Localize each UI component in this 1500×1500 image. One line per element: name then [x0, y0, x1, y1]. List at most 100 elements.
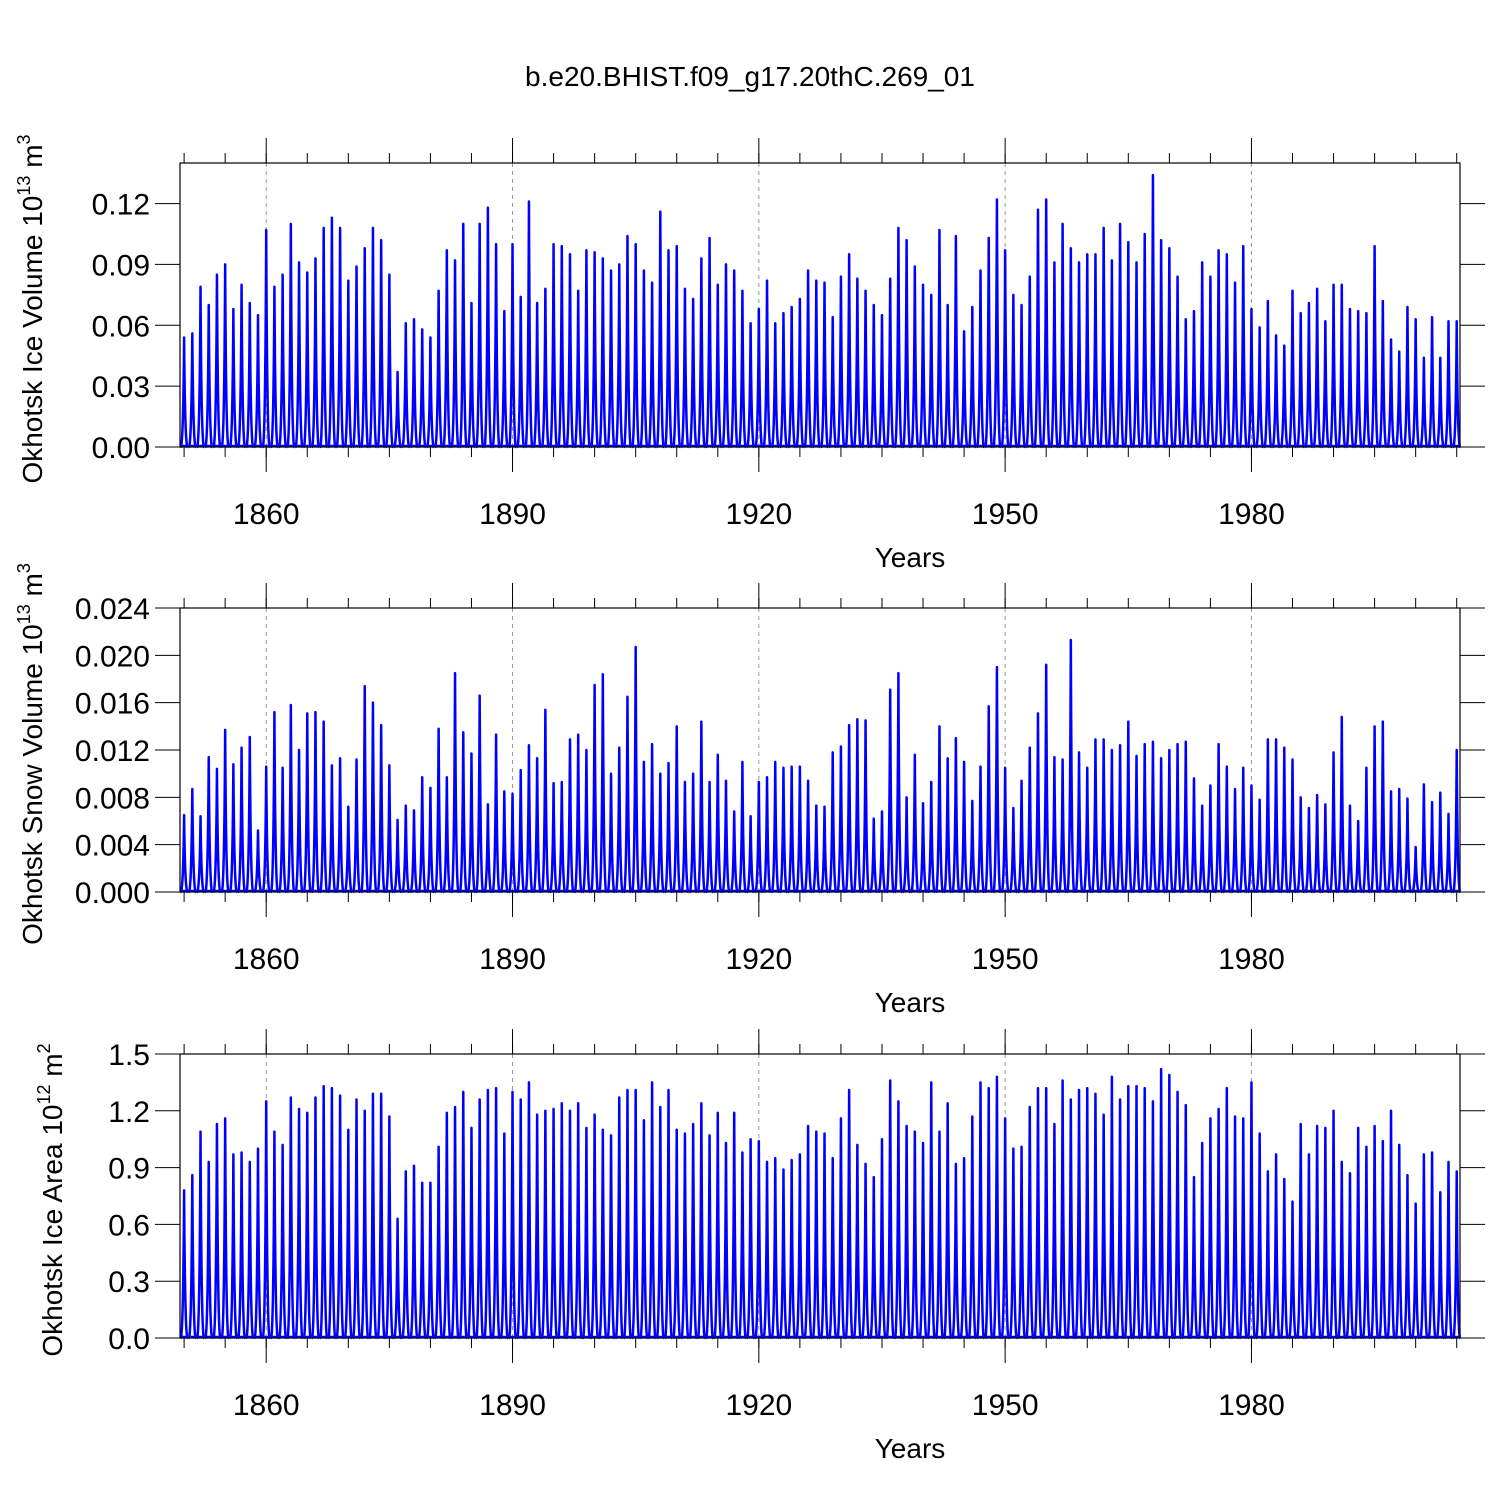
seasonal-peak — [343, 805, 354, 894]
seasonal-peak — [1443, 319, 1454, 449]
seasonal-peak — [1369, 244, 1380, 449]
y-tick-label: 0.000 — [75, 877, 150, 910]
seasonal-peak — [786, 765, 797, 894]
y-tick-label: 0.3 — [108, 1266, 150, 1299]
seasonal-peak — [704, 236, 715, 449]
seasonal-peak — [1410, 1202, 1421, 1340]
seasonal-peak — [1263, 299, 1273, 449]
seasonal-peak — [778, 1168, 789, 1340]
seasonal-peak — [499, 309, 510, 449]
seasonal-peak — [1419, 356, 1429, 449]
seasonal-peak — [901, 1124, 912, 1340]
seasonal-peak — [417, 775, 427, 894]
seasonal-peak — [1074, 1088, 1084, 1340]
seasonal-peak — [277, 766, 288, 894]
seasonal-peak — [1205, 784, 1216, 894]
seasonal-peak — [1345, 307, 1355, 449]
seasonal-peak — [1443, 1160, 1454, 1340]
y-axis-label-text: Okhotsk Ice Volume 10 — [17, 196, 48, 484]
seasonal-peak — [195, 285, 206, 449]
seasonal-peak — [1082, 253, 1092, 449]
seasonal-peak — [630, 1088, 641, 1340]
seasonal-peak — [409, 1164, 419, 1340]
seasonal-peak — [918, 283, 928, 449]
seasonal-peak — [458, 222, 468, 449]
seasonal-peak — [828, 315, 838, 449]
seasonal-peak — [1033, 712, 1043, 894]
seasonal-peak — [187, 1173, 198, 1340]
seasonal-peak — [877, 810, 887, 894]
seasonal-peak — [688, 1122, 698, 1340]
seasonal-peak — [1345, 804, 1355, 894]
seasonal-peak — [910, 1130, 920, 1340]
seasonal-peak — [1041, 198, 1051, 449]
seasonal-peak — [409, 317, 419, 449]
seasonal-peak — [294, 1107, 304, 1340]
seasonal-peak — [1304, 806, 1314, 894]
seasonal-peak — [1107, 1075, 1117, 1340]
seasonal-peak — [1066, 1098, 1076, 1340]
x-axis-label: Years — [875, 1433, 946, 1464]
seasonal-peak — [975, 1081, 986, 1340]
seasonal-peak — [1172, 275, 1183, 449]
seasonal-peak — [1337, 283, 1347, 449]
seasonal-peak — [548, 781, 559, 894]
seasonal-peak — [433, 1145, 444, 1340]
seasonal-peak — [1279, 746, 1289, 894]
y-tick-label: 0.06 — [92, 310, 150, 343]
seasonal-peak — [360, 246, 370, 449]
seasonal-peak — [483, 206, 493, 449]
seasonal-peak — [195, 815, 206, 894]
seasonal-peak — [335, 1094, 345, 1340]
seasonal-peak — [893, 226, 904, 449]
seasonal-peak — [696, 257, 707, 449]
seasonal-peak — [663, 248, 674, 449]
seasonal-peak — [318, 1084, 329, 1340]
seasonal-peak — [852, 717, 863, 894]
seasonal-peak — [1066, 638, 1076, 894]
seasonal-peak — [910, 753, 920, 894]
seasonal-peak — [1082, 1086, 1092, 1340]
seasonal-peak — [1238, 244, 1248, 449]
seasonal-peak — [1312, 793, 1322, 894]
seasonal-peak — [786, 305, 797, 449]
seasonal-peak — [1016, 1145, 1027, 1340]
seasonal-peak — [417, 328, 427, 449]
seasonal-peak — [1123, 720, 1133, 894]
y-tick-label: 0.00 — [92, 432, 150, 465]
seasonal-peak — [844, 723, 854, 894]
seasonal-peak — [1049, 261, 1060, 449]
seasonal-peak — [647, 742, 657, 894]
seasonal-peak — [828, 1156, 838, 1340]
seasonal-peak — [1452, 1170, 1462, 1340]
y-axis-label: Okhotsk Ice Volume 1013 m3 — [14, 134, 48, 483]
y-axis-label-exponent: 3 — [14, 134, 34, 144]
seasonal-peak — [516, 768, 526, 894]
seasonal-peak — [1090, 1092, 1101, 1340]
seasonal-peak — [934, 725, 945, 894]
seasonal-peak — [1394, 1143, 1404, 1340]
seasonal-peak — [1312, 287, 1322, 449]
seasonal-peak — [351, 265, 362, 449]
seasonal-peak — [1098, 1113, 1109, 1340]
seasonal-peak — [573, 289, 583, 449]
seasonal-peak — [934, 228, 945, 449]
seasonal-peak — [1304, 301, 1314, 449]
seasonal-peak — [1098, 226, 1109, 449]
seasonal-peak — [376, 1092, 386, 1340]
seasonal-peak — [622, 695, 633, 894]
seasonal-peak — [877, 1137, 887, 1340]
seasonal-peak — [1115, 222, 1125, 449]
seasonal-peak — [992, 665, 1002, 894]
seasonal-peak — [516, 1098, 526, 1340]
seasonal-peak — [220, 728, 230, 894]
seasonal-peak — [951, 234, 961, 449]
seasonal-peak — [926, 1081, 936, 1340]
seasonal-peak — [1148, 173, 1158, 449]
seasonal-peak — [318, 226, 329, 449]
seasonal-peak — [1263, 1170, 1273, 1340]
seasonal-peak — [1148, 740, 1158, 894]
seasonal-peak — [803, 1124, 813, 1340]
y-axis-label-exponent: 2 — [34, 1043, 54, 1053]
seasonal-peak — [401, 1170, 411, 1340]
